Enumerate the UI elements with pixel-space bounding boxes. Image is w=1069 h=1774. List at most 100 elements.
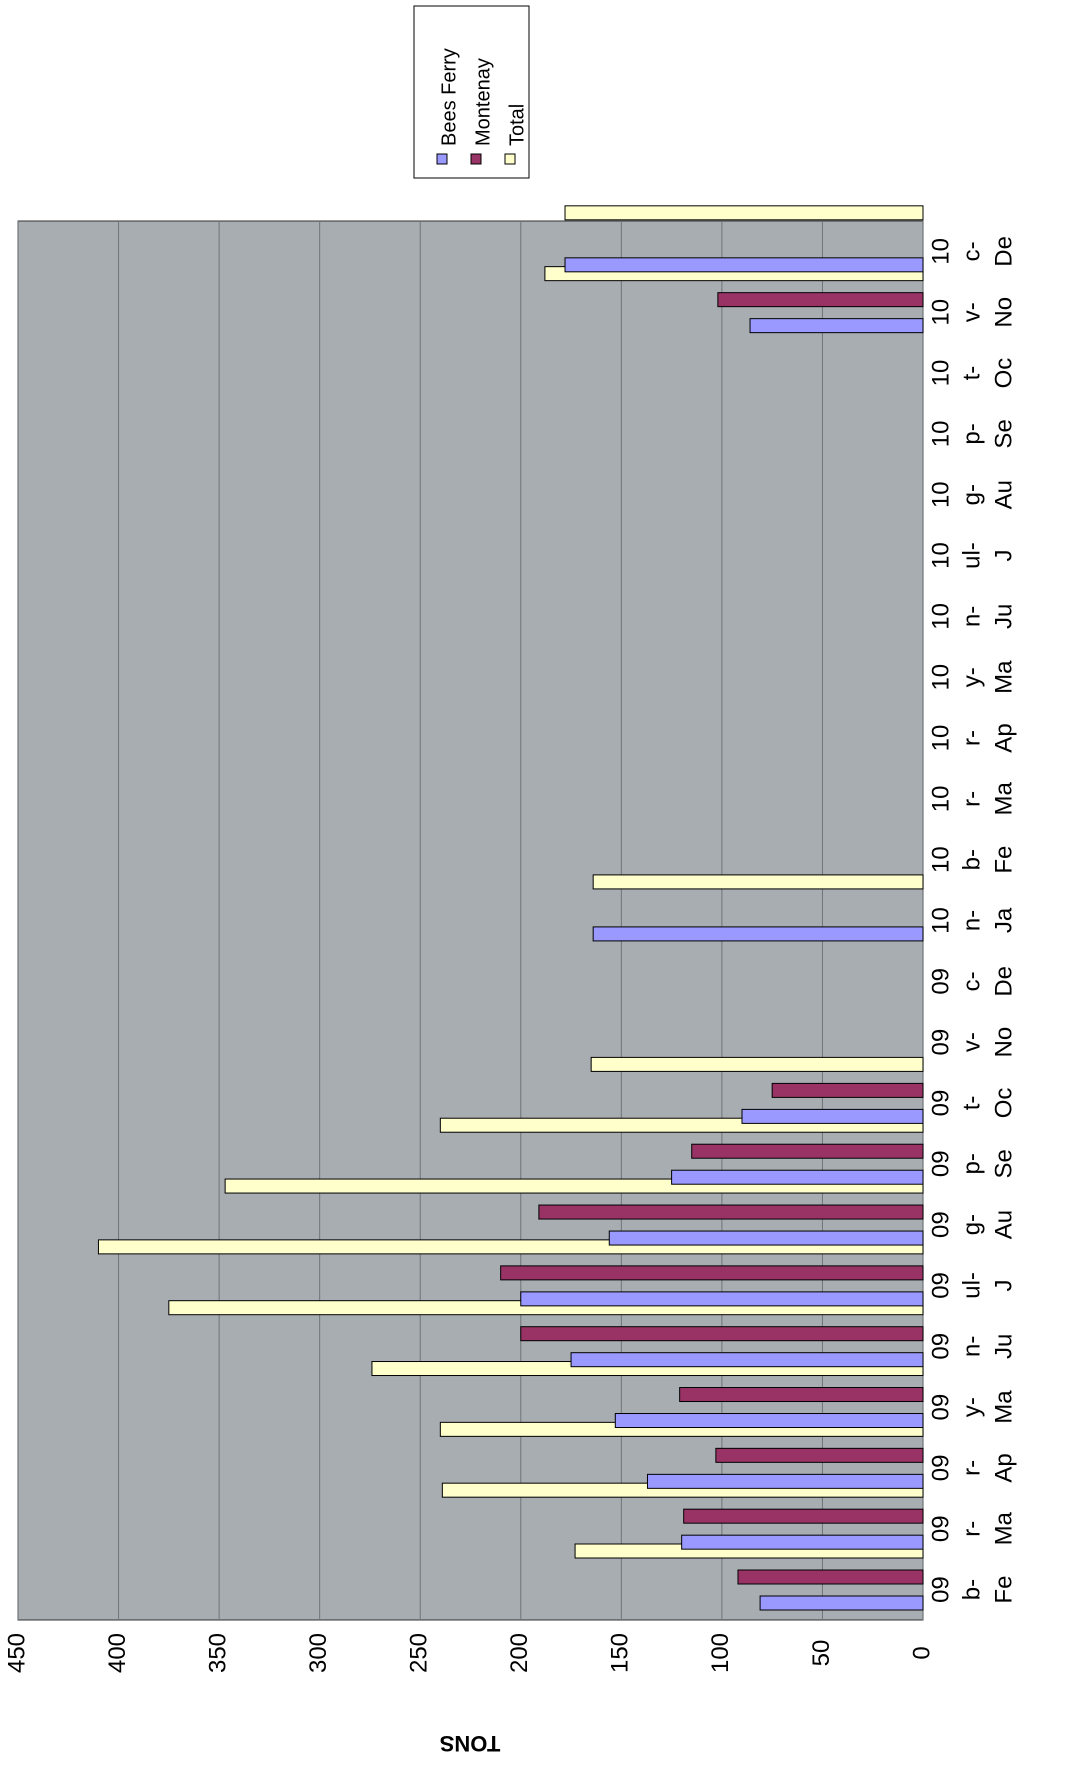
category-label-group-8-0: Oc xyxy=(990,1088,1017,1119)
category-label-0-1: b- xyxy=(958,1579,985,1600)
category-label-11-0: Ja xyxy=(990,907,1017,933)
value-tick-label-9: 450 xyxy=(3,1633,30,1673)
category-label-22-1: c- xyxy=(958,241,985,261)
category-label-group-11-2: 10 xyxy=(927,907,954,934)
value-tick-label-0: 0 xyxy=(908,1646,935,1659)
category-label-group-12-0: Fe xyxy=(990,846,1017,874)
category-label-18-1: g- xyxy=(958,484,985,505)
value-tick-group-2: 100 xyxy=(707,1633,734,1673)
category-label-8-2: 09 xyxy=(927,1090,954,1117)
category-label-3-0: Ma xyxy=(990,1390,1017,1424)
category-label-group-0-1: b- xyxy=(958,1579,985,1600)
category-label-group-11-0: Ja xyxy=(990,907,1017,933)
value-tick-label-6: 300 xyxy=(305,1633,332,1673)
category-label-group-0-2: 09 xyxy=(927,1576,954,1603)
bar-bees-ferry-Jan-10 xyxy=(592,926,924,942)
category-label-group-13-2: 10 xyxy=(927,785,954,812)
legend-items: Bees Ferry Montenay Total xyxy=(436,48,528,165)
category-label-9-1: v- xyxy=(958,1032,985,1052)
category-label-9-0: No xyxy=(990,1027,1017,1058)
category-label-group-14-0: Ap xyxy=(990,723,1017,752)
category-Feb-09 xyxy=(574,1543,924,1611)
category-label-3-1: y- xyxy=(958,1397,985,1417)
category-label-group-18-2: 10 xyxy=(927,481,954,508)
legend-label-group-2: Total xyxy=(506,104,528,146)
bar-montenay-Oct-09 xyxy=(771,1082,924,1098)
category-label-group-17-1: ul- xyxy=(958,542,985,569)
bar-montenay-Aug-09 xyxy=(538,1204,924,1220)
category-label-17-0: J xyxy=(990,550,1017,562)
bar-bees-ferry-Jul-09 xyxy=(520,1291,924,1307)
category-label-group-5-2: 09 xyxy=(927,1272,954,1299)
bar-bees-ferry-Oct-09 xyxy=(741,1108,924,1124)
bar-bees-ferry-Sep-09 xyxy=(671,1169,924,1185)
legend-label-group-1: Montenay xyxy=(472,58,494,146)
value-tick-label-4: 200 xyxy=(506,1633,533,1673)
category-label-21-1: v- xyxy=(958,302,985,322)
category-label-14-1: r- xyxy=(958,730,985,746)
category-label-group-1-1: r- xyxy=(958,1521,985,1537)
category-label-group-6-1: g- xyxy=(958,1214,985,1235)
category-label-13-0: Ma xyxy=(990,782,1017,816)
category-label-group-6-2: 09 xyxy=(927,1211,954,1238)
category-Jun-09 xyxy=(168,1300,924,1368)
category-label-group-12-2: 10 xyxy=(927,846,954,873)
category-label-15-0: Ma xyxy=(990,660,1017,694)
gridlines xyxy=(17,221,924,1620)
value-tick-group-3: 150 xyxy=(607,1633,634,1673)
category-label-7-0: Se xyxy=(990,1149,1017,1178)
category-Jan-10 xyxy=(592,874,924,942)
category-label-19-0: Se xyxy=(990,419,1017,448)
category-label-2-1: r- xyxy=(958,1460,985,1476)
category-label-7-1: p- xyxy=(958,1153,985,1174)
bar-bees-ferry-Jun-09 xyxy=(570,1352,924,1368)
category-label-17-2: 10 xyxy=(927,542,954,569)
category-label-group-7-1: p- xyxy=(958,1153,985,1174)
bar-bees-ferry-Aug-09 xyxy=(608,1230,924,1246)
category-label-6-2: 09 xyxy=(927,1211,954,1238)
bar-montenay-Jun-09 xyxy=(520,1326,924,1342)
legend-swatch-2 xyxy=(504,153,516,165)
category-label-4-1: n- xyxy=(958,1336,985,1357)
category-label-0-2: 09 xyxy=(927,1576,954,1603)
category-label-group-22-1: c- xyxy=(958,241,985,261)
category-label-3-2: 09 xyxy=(927,1394,954,1421)
category-label-17-1: ul- xyxy=(958,542,985,569)
category-label-group-5-1: ul- xyxy=(958,1272,985,1299)
category-label-group-22-2: 10 xyxy=(927,238,954,265)
y-axis-title-group: TONS xyxy=(440,1731,501,1756)
legend-label-0: Bees Ferry xyxy=(438,48,460,146)
category-label-group-16-0: Ju xyxy=(990,604,1017,629)
category-label-11-2: 10 xyxy=(927,907,954,934)
category-label-group-20-1: t- xyxy=(958,366,985,381)
legend-swatch-0 xyxy=(436,153,448,165)
value-tick-label-5: 250 xyxy=(406,1633,433,1673)
category-label-19-1: p- xyxy=(958,423,985,444)
category-label-group-22-0: De xyxy=(990,236,1017,267)
category-label-4-0: Ju xyxy=(990,1334,1017,1359)
category-label-16-1: n- xyxy=(958,606,985,627)
category-label-2-2: 09 xyxy=(927,1455,954,1482)
category-label-12-1: b- xyxy=(958,849,985,870)
category-label-6-0: Au xyxy=(990,1210,1017,1239)
category-label-0-0: Fe xyxy=(990,1576,1017,1604)
legend-label-group-0: Bees Ferry xyxy=(438,48,460,146)
category-label-group-14-1: r- xyxy=(958,730,985,746)
category-label-group-7-2: 09 xyxy=(927,1150,954,1177)
category-label-group-13-0: Ma xyxy=(990,782,1017,816)
category-label-group-8-1: t- xyxy=(958,1096,985,1111)
category-label-12-0: Fe xyxy=(990,846,1017,874)
category-label-group-10-2: 09 xyxy=(927,968,954,995)
legend-box xyxy=(413,5,530,179)
legend-swatch-1 xyxy=(470,153,482,165)
category-label-20-2: 10 xyxy=(927,360,954,387)
category-label-group-8-2: 09 xyxy=(927,1090,954,1117)
category-label-1-1: r- xyxy=(958,1521,985,1537)
category-label-15-2: 10 xyxy=(927,664,954,691)
bar-bees-ferry-Mar-09 xyxy=(681,1534,924,1550)
category-label-group-6-0: Au xyxy=(990,1210,1017,1239)
bar-bees-ferry-Dec-10 xyxy=(564,257,924,273)
category-label-group-19-0: Se xyxy=(990,419,1017,448)
category-label-15-1: y- xyxy=(958,667,985,687)
value-tick-group-7: 350 xyxy=(204,1633,231,1673)
